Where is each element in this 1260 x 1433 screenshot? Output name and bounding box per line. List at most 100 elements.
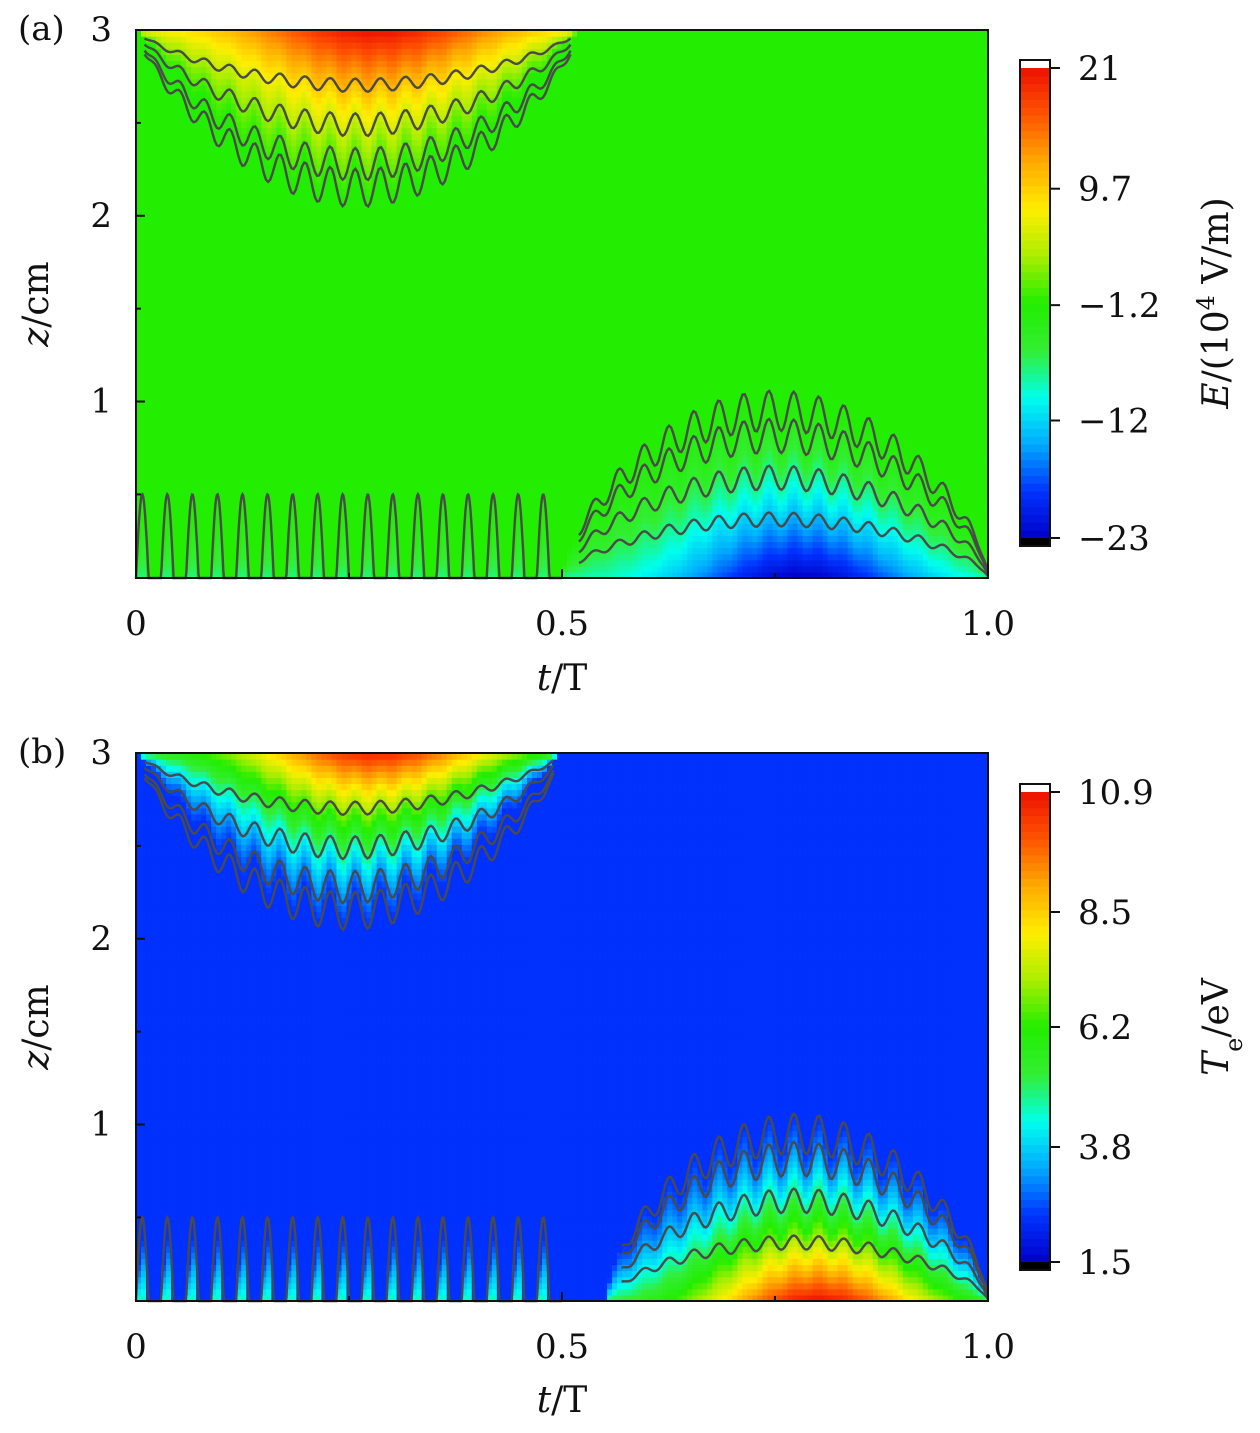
heatmap-cell <box>301 328 307 336</box>
heatmap-cell <box>321 413 328 421</box>
heatmap-cell <box>321 553 328 561</box>
heatmap-cell <box>321 151 328 159</box>
heatmap-cell <box>226 151 232 159</box>
heatmap-cell <box>291 364 297 372</box>
heatmap-cell <box>321 383 328 390</box>
heatmap-cell <box>146 316 152 323</box>
heatmap-cell <box>396 48 403 55</box>
heatmap-cell <box>196 127 202 135</box>
heatmap-cell <box>231 78 237 86</box>
heatmap-cell <box>221 255 227 262</box>
heatmap-cell <box>321 504 328 512</box>
heatmap-cell <box>376 541 383 549</box>
heatmap-cell <box>326 541 333 549</box>
heatmap-cell <box>181 121 187 129</box>
heatmap-cell <box>286 474 292 482</box>
heatmap-cell <box>276 492 282 500</box>
heatmap-cell <box>176 212 182 220</box>
heatmap-cell <box>341 389 348 396</box>
heatmap-cell <box>281 230 287 238</box>
heatmap-cell <box>256 334 262 342</box>
heatmap-cell <box>406 401 413 409</box>
heatmap-cell <box>361 267 368 275</box>
heatmap-cell <box>276 547 282 555</box>
heatmap-cell <box>371 541 378 549</box>
heatmap-cell <box>311 383 318 390</box>
heatmap-cell <box>266 291 272 299</box>
heatmap-cell <box>231 30 237 37</box>
heatmap-cell <box>286 145 292 153</box>
heatmap-cell <box>236 413 242 421</box>
heatmap-cell <box>301 249 307 256</box>
heatmap-cell <box>346 103 353 110</box>
heatmap-cell <box>226 407 232 415</box>
heatmap-cell <box>186 145 192 153</box>
heatmap-cell <box>371 358 378 366</box>
heatmap-cell <box>301 279 307 287</box>
heatmap-cell <box>141 480 147 488</box>
heatmap-cell <box>331 450 338 457</box>
heatmap-cell <box>236 115 242 122</box>
heatmap-cell <box>136 419 142 427</box>
heatmap-cell <box>251 383 257 390</box>
heatmap-cell <box>336 383 343 390</box>
heatmap-cell <box>271 401 277 409</box>
heatmap-cell <box>226 523 232 530</box>
heatmap-cell <box>296 42 302 49</box>
heatmap-cell <box>351 456 358 463</box>
heatmap-cell <box>331 340 338 348</box>
heatmap-cell <box>281 407 287 415</box>
heatmap-cell <box>251 377 257 384</box>
heatmap-cell <box>296 30 302 37</box>
heatmap-cell <box>406 370 413 378</box>
heatmap-cell <box>311 310 318 317</box>
heatmap-cell <box>276 346 282 354</box>
heatmap-cell <box>326 377 333 384</box>
heatmap-cell <box>266 66 272 74</box>
heatmap-cell <box>376 517 383 524</box>
heatmap-cell <box>241 517 247 524</box>
heatmap-cell <box>251 547 257 555</box>
heatmap-cell <box>361 30 368 37</box>
heatmap-cell <box>176 334 182 342</box>
heatmap-cell <box>171 553 177 561</box>
heatmap-cell <box>216 565 222 573</box>
heatmap-cell <box>276 511 282 518</box>
heatmap-cell <box>401 182 408 189</box>
heatmap-cell <box>306 96 313 104</box>
heatmap-cell <box>281 96 287 104</box>
heatmap-cell <box>201 462 207 469</box>
heatmap-cell <box>206 96 212 104</box>
heatmap-cell <box>141 182 147 189</box>
heatmap-cell <box>151 316 157 323</box>
heatmap-cell <box>271 364 277 372</box>
heatmap-cell <box>241 48 247 55</box>
heatmap-cell <box>281 370 287 378</box>
heatmap-cell <box>396 352 403 360</box>
heatmap-cell <box>191 523 197 530</box>
heatmap-cell <box>181 218 187 226</box>
heatmap-cell <box>196 249 202 256</box>
heatmap-cell <box>176 54 182 62</box>
heatmap-cell <box>401 206 408 214</box>
heatmap-cell <box>336 364 343 372</box>
heatmap-cell <box>146 249 152 256</box>
heatmap-cell <box>251 30 257 37</box>
heatmap-cell <box>151 237 157 244</box>
heatmap-cell <box>246 541 252 549</box>
heatmap-cell <box>341 103 348 110</box>
heatmap-cell <box>351 42 358 49</box>
heatmap-cell <box>281 383 287 390</box>
heatmap-cell <box>261 224 267 232</box>
heatmap-cell <box>151 370 157 378</box>
heatmap-cell <box>406 36 413 43</box>
heatmap-cell <box>186 370 192 378</box>
heatmap-cell <box>316 96 323 104</box>
heatmap-cell <box>191 535 197 543</box>
heatmap-cell <box>396 273 403 281</box>
heatmap-cell <box>216 547 222 555</box>
heatmap-cell <box>381 492 388 500</box>
heatmap-cell <box>391 66 398 74</box>
heatmap-cell <box>251 109 257 116</box>
heatmap-cell <box>301 212 307 220</box>
